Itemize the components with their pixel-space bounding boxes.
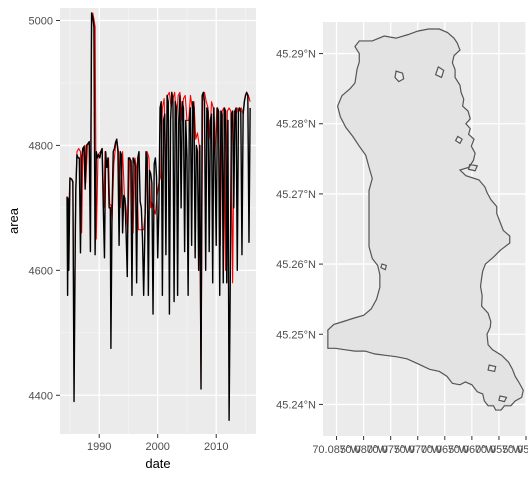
map-x-tick-label: 70.080°W: [339, 444, 388, 456]
timeseries-x-tick-label: 1990: [87, 441, 111, 453]
map-y-tick-label: 45.25°N: [276, 329, 316, 341]
timeseries-x-ticks: 1990 2000 2010: [87, 434, 228, 453]
timeseries-y-tick-label: 4400: [29, 390, 53, 402]
map-x-tick-label: 70.065°W: [421, 444, 470, 456]
map-y-tick-label: 45.27°N: [276, 189, 316, 201]
map-x-tick-label: 70.055°W: [475, 444, 524, 456]
map-y-tick-label: 45.29°N: [276, 49, 316, 61]
timeseries-y-tick-label: 4800: [29, 140, 53, 152]
map-y-ticks: 45.24°N 45.25°N 45.26°N 45.27°N 45.28°N 45.29…: [276, 49, 323, 411]
timeseries-series: [66, 12, 251, 421]
timeseries-panel: 1990 2000 2010 4400 4600 4800 5000 date area: [6, 8, 256, 471]
map-x-tick-label: 70.085°W: [312, 444, 361, 456]
map-x-tick-label: 70.075°W: [366, 444, 415, 456]
map-y-tick-label: 45.26°N: [276, 259, 316, 271]
map-y-tick-label: 45.24°N: [276, 399, 316, 411]
lake-polygon: [327, 28, 524, 411]
timeseries-x-tick-label: 2010: [204, 441, 228, 453]
timeseries-y-tick-label: 4600: [29, 265, 53, 277]
map-panel: 70.085°W70.080°W70.075°W70.070°W70.065°W…: [276, 22, 528, 456]
timeseries-x-tick-label: 2000: [145, 441, 169, 453]
black-series-line: [66, 12, 251, 421]
timeseries-x-axis-title: date: [145, 456, 170, 471]
timeseries-y-ticks: 4400 4600 4800 5000: [29, 15, 60, 402]
timeseries-y-tick-label: 5000: [29, 15, 53, 27]
map-x-tick-label: 70.060°W: [448, 444, 497, 456]
map-y-tick-label: 45.28°N: [276, 119, 316, 131]
map-x-tick-label: 70.070°W: [394, 444, 443, 456]
timeseries-y-axis-title: area: [6, 207, 21, 234]
map-x-tick-label: 70.050°W: [502, 444, 528, 456]
map-x-ticks: 70.085°W70.080°W70.075°W70.070°W70.065°W…: [312, 436, 528, 456]
